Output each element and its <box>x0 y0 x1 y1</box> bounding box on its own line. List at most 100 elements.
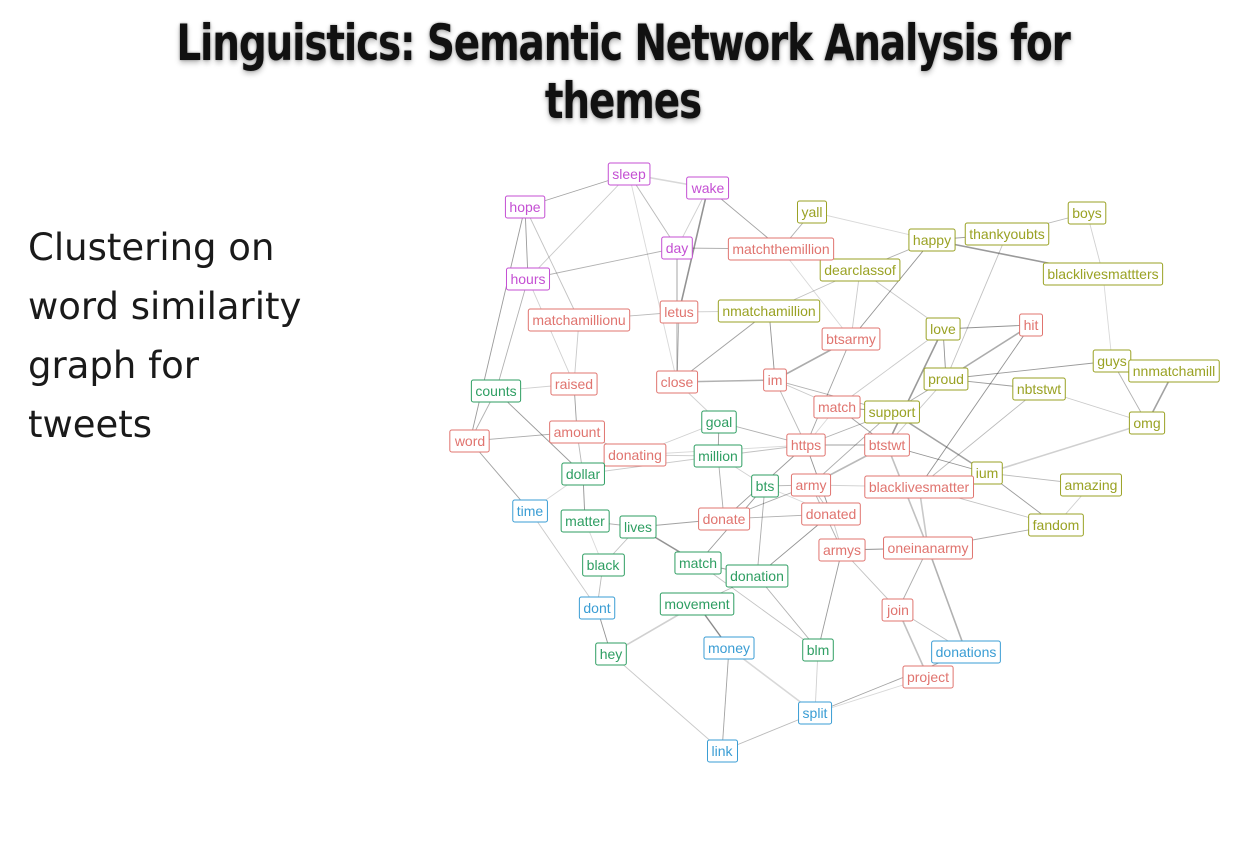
node-label: blm <box>807 642 830 658</box>
node-label: bts <box>756 478 775 494</box>
node-box <box>1019 313 1043 337</box>
node-label: army <box>795 477 826 493</box>
node-label: omg <box>1133 415 1160 431</box>
node-dearclassof: dearclassof <box>819 258 901 282</box>
node-label: wake <box>691 180 725 196</box>
network-edge <box>676 311 680 383</box>
node-label: ium <box>976 465 999 481</box>
network-edge <box>918 388 1040 488</box>
network-edge <box>628 173 678 383</box>
node-box <box>549 420 605 444</box>
node-label: word <box>454 433 485 449</box>
node-label: nnmatchamill <box>1133 363 1215 379</box>
node-box <box>582 553 625 577</box>
node-hours: hours <box>505 267 551 291</box>
node-label: matter <box>565 513 605 529</box>
node-nnmatchamill: nnmatchamill <box>1128 359 1220 383</box>
node-box <box>1128 411 1166 435</box>
network-edge <box>836 328 944 408</box>
node-box <box>561 462 605 486</box>
node-lives: lives <box>619 515 657 539</box>
node-label: matchthemillion <box>732 241 829 257</box>
node-box <box>706 739 738 763</box>
node-donating: donating <box>603 443 667 467</box>
node-label: thankyoubts <box>969 226 1045 242</box>
node-match: match <box>674 551 722 575</box>
node-time: time <box>512 499 548 523</box>
node-box <box>578 596 616 620</box>
network-edge <box>986 422 1148 474</box>
node-label: donated <box>806 506 857 522</box>
node-label: letus <box>664 304 694 320</box>
node-box <box>964 222 1050 246</box>
network-edge <box>1102 273 1113 362</box>
node-label: btstwt <box>869 437 906 453</box>
node-hit: hit <box>1019 313 1043 337</box>
node-box <box>798 701 833 725</box>
node-box <box>802 638 834 662</box>
node-box <box>908 228 956 252</box>
node-box <box>751 474 779 498</box>
node-box <box>505 267 551 291</box>
node-label: https <box>791 437 821 453</box>
node-box <box>512 499 548 523</box>
node-donate: donate <box>698 507 751 531</box>
node-hey: hey <box>595 642 627 666</box>
node-label: donate <box>703 511 746 527</box>
node-day: day <box>661 236 693 260</box>
node-split: split <box>798 701 833 725</box>
node-box <box>727 237 835 261</box>
node-match: match <box>813 395 861 419</box>
network-edge <box>817 549 843 651</box>
node-box <box>813 395 861 419</box>
node-fandom: fandom <box>1028 513 1084 537</box>
node-label: hope <box>509 199 540 215</box>
node-box <box>725 564 789 588</box>
node-armys: armys <box>818 538 866 562</box>
node-goal: goal <box>701 410 737 434</box>
node-project: project <box>902 665 954 689</box>
network-edge <box>610 653 723 752</box>
node-box <box>883 536 973 560</box>
node-box <box>698 507 751 531</box>
network-edge <box>495 278 529 392</box>
node-join: join <box>881 598 914 622</box>
network-edge <box>850 239 933 340</box>
node-label: amount <box>554 424 601 440</box>
node-https: https <box>786 433 826 457</box>
node-box <box>607 162 651 186</box>
node-label: dearclassof <box>824 262 896 278</box>
node-label: yall <box>801 204 822 220</box>
node-box <box>661 236 693 260</box>
node-label: hey <box>600 646 623 662</box>
node-label: nbtstwt <box>1017 381 1061 397</box>
network-edge <box>805 338 852 446</box>
node-box <box>656 370 699 394</box>
node-label: hours <box>510 271 545 287</box>
node-black: black <box>582 553 625 577</box>
node-donation: donation <box>725 564 789 588</box>
node-counts: counts <box>470 379 522 403</box>
network-edge <box>780 248 852 340</box>
node-matchthemillion: matchthemillion <box>727 237 835 261</box>
network-edge <box>927 547 967 653</box>
node-omg: omg <box>1128 411 1166 435</box>
node-blacklivesmatter: blacklivesmatter <box>864 475 975 499</box>
node-label: join <box>886 602 909 618</box>
node-box <box>801 502 861 526</box>
node-letus: letus <box>659 300 699 324</box>
node-army: army <box>790 473 832 497</box>
network-edge <box>676 310 770 383</box>
node-box <box>560 509 610 533</box>
node-link: link <box>706 739 738 763</box>
node-btstwt: btstwt <box>864 433 910 457</box>
node-box <box>1042 262 1164 286</box>
network-edge <box>678 187 709 313</box>
node-box <box>659 592 735 616</box>
node-box <box>717 299 821 323</box>
node-box <box>821 327 881 351</box>
node-dollar: dollar <box>561 462 605 486</box>
node-sleep: sleep <box>607 162 651 186</box>
node-dont: dont <box>578 596 616 620</box>
